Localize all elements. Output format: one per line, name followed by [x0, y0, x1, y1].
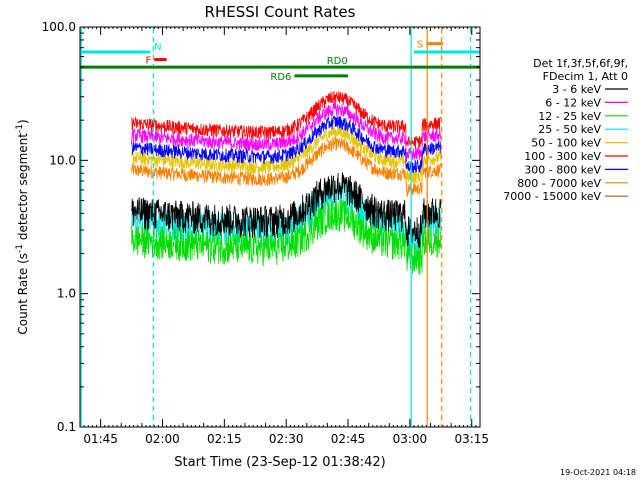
y-axis: 0.1 1.0 10.0 100.0 — [42, 20, 480, 434]
legend: Det 1f,3f,5f,6f,9f,FDecim 1, Att 03 - 6 … — [503, 57, 628, 203]
x-tick-label: 01:45 — [83, 432, 118, 446]
y-axis-title-sup1: -1 — [15, 244, 25, 253]
legend-item-label: 6 - 12 keV — [545, 96, 601, 109]
series-line — [131, 136, 442, 198]
flag-label: RD0 — [327, 56, 348, 67]
x-tick-label: 03:15 — [454, 432, 489, 446]
flag-label: F — [145, 56, 151, 67]
x-tick-label: 02:30 — [269, 432, 304, 446]
y-tick-label: 100.0 — [42, 20, 76, 34]
y-axis-title: Count Rate (s-1 detector segment-1) — [15, 119, 30, 334]
x-tick-label: 02:45 — [331, 432, 366, 446]
footer-timestamp: 19-Oct-2021 04:18 — [560, 468, 636, 477]
legend-header: Det 1f,3f,5f,6f,9f, — [533, 57, 628, 70]
flag-label: S — [417, 40, 423, 51]
y-tick-label: 1.0 — [57, 287, 76, 301]
legend-item-label: 100 - 300 keV — [524, 150, 601, 163]
y-axis-title-mid: detector segment — [16, 133, 30, 244]
flag-label: N — [154, 42, 161, 53]
legend-item-label: 7000 - 15000 keV — [503, 190, 601, 203]
series-line — [131, 115, 442, 174]
y-tick-label: 0.1 — [57, 420, 76, 434]
overlay-layer: NF S RD0 RD6 — [80, 28, 480, 426]
x-tick-label: 02:00 — [145, 432, 180, 446]
legend-item-label: 50 - 100 keV — [531, 137, 601, 150]
legend-header: FDecim 1, Att 0 — [543, 70, 628, 83]
y-axis-title-main: Count Rate (s — [16, 253, 30, 335]
plot-frame — [79, 26, 481, 428]
legend-item-label: 800 - 7000 keV — [517, 177, 601, 190]
y-tick-label: 10.0 — [49, 153, 76, 167]
series-line — [131, 199, 442, 276]
series-line — [131, 90, 442, 150]
y-axis-title-end: ) — [16, 119, 30, 124]
x-axis-title: Start Time (23-Sep-12 01:38:42) — [174, 455, 385, 470]
x-axis: 01:45 02:00 02:15 02:30 02:45 03:00 03:15 — [83, 27, 489, 446]
series-line — [131, 102, 442, 162]
x-tick-label: 02:15 — [207, 432, 242, 446]
y-axis-title-sup2: -1 — [15, 124, 25, 133]
legend-item-label: 300 - 800 keV — [524, 163, 601, 176]
series-line — [131, 172, 442, 248]
flag-label: RD6 — [270, 72, 291, 83]
chart-title: RHESSI Count Rates — [205, 3, 356, 21]
legend-item-label: 3 - 6 keV — [552, 83, 601, 96]
legend-item-label: 12 - 25 keV — [538, 110, 601, 123]
series-layer — [131, 90, 442, 276]
legend-item-label: 25 - 50 keV — [538, 123, 601, 136]
x-tick-label: 03:00 — [393, 432, 428, 446]
